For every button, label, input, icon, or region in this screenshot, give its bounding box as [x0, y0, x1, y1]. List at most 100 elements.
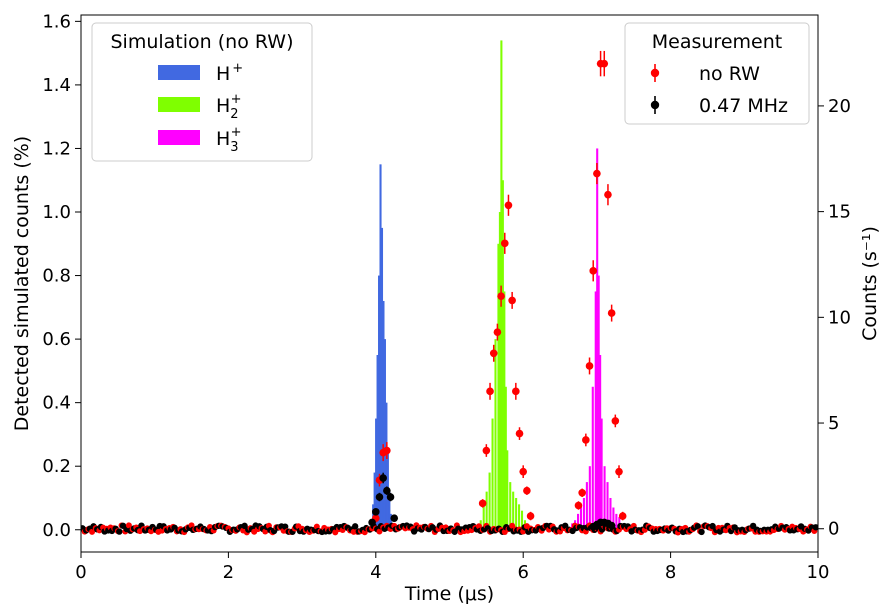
legend-marker-dot	[650, 68, 660, 78]
meas-point-0-22	[589, 267, 598, 275]
baseline-red-point	[376, 528, 383, 535]
meas-point-1-3	[379, 474, 387, 482]
meas-point-0-30	[618, 512, 627, 520]
meas-point-0-9	[497, 292, 505, 300]
meas-point-0-23	[593, 169, 601, 178]
meas-point-0-6	[486, 387, 494, 396]
meas-point-1-2	[375, 493, 384, 501]
baseline-black-point	[116, 528, 123, 535]
y-right-axis: 0 5 10 15 20	[818, 96, 851, 540]
simulation-legend-title: Simulation (no RW)	[111, 31, 294, 53]
sim-bar-0-5	[376, 354, 379, 530]
legend-label-h2-plus: H2+	[216, 92, 241, 122]
sim-bar-2-16	[612, 507, 615, 530]
sim-bar-0-10	[383, 339, 386, 530]
sim-bar-1-7	[498, 212, 501, 530]
sim-bar-1-15	[515, 497, 518, 530]
meas-point-0-26	[604, 190, 612, 199]
y-left-tick-label: 0.4	[42, 393, 71, 414]
sim-bar-2-13	[603, 466, 606, 530]
y-left-tick-label: 0.0	[42, 520, 71, 541]
sim-bar-1-12	[506, 450, 509, 530]
baseline-red-point	[125, 522, 132, 529]
meas-point-0-18	[574, 501, 583, 510]
sim-bar-1-5	[494, 339, 497, 530]
meas-point-1-4	[383, 486, 391, 495]
meas-point-0-17	[526, 512, 535, 520]
meas-point-0-21	[585, 362, 594, 370]
sim-bar-2-5	[585, 482, 588, 530]
y-right-axis-title: Counts (s⁻¹)	[859, 226, 881, 341]
meas-point-0-25	[600, 59, 609, 68]
meas-point-0-20	[582, 436, 590, 444]
meas-point-1-6	[390, 514, 399, 522]
measurement-points	[368, 50, 627, 531]
measurement-legend: Measurement no RW 0.47 MHz	[624, 22, 810, 125]
sim-bar-0-3	[373, 472, 376, 530]
sim-bar-2-9	[596, 148, 599, 530]
y-left-tick-label: 1.4	[42, 75, 71, 96]
meas-point-0-12	[508, 296, 516, 305]
sim-bar-1-9	[501, 180, 504, 530]
meas-point-0-7	[489, 349, 498, 358]
y-right-tick-label: 0	[828, 519, 839, 540]
simulation-legend: Simulation (no RW) H + H2+ H3+	[91, 22, 313, 162]
x-tick-label: 6	[517, 562, 528, 583]
meas-point-1-1	[372, 508, 380, 516]
simulation-bars	[369, 40, 624, 530]
meas-point-0-28	[611, 417, 620, 425]
y-left-axis: 0.0 0.2 0.4 0.6 0.8 1.0 1.2 1.4 1.6	[42, 11, 81, 541]
meas-point-0-29	[615, 467, 623, 476]
meas-point-0-14	[515, 429, 524, 438]
sim-bar-2-14	[606, 482, 609, 530]
y-right-tick-label: 10	[828, 307, 851, 328]
sim-bar-1-2	[485, 491, 488, 530]
sim-bar-0-4	[375, 418, 378, 530]
sim-bar-2-2	[577, 513, 580, 530]
y-right-tick-label: 5	[828, 413, 839, 434]
legend-marker-no-rw	[650, 64, 660, 82]
x-axis-title: Time (μs)	[404, 583, 494, 605]
x-tick-label: 0	[75, 562, 86, 583]
meas-point-0-11	[504, 201, 513, 210]
sim-bar-1-16	[518, 504, 521, 530]
meas-point-0-10	[500, 239, 509, 248]
sim-bar-1-11	[504, 386, 507, 530]
x-tick-label: 2	[223, 562, 234, 583]
y-left-tick-label: 0.8	[42, 266, 71, 287]
meas-point-0-8	[493, 328, 502, 336]
sim-bar-2-3	[579, 504, 583, 530]
sim-bar-1-4	[491, 418, 494, 530]
sim-bar-0-8	[380, 227, 384, 530]
sim-bar-0-7	[379, 164, 382, 530]
y-left-tick-label: 1.2	[42, 138, 71, 159]
baseline-black-point	[812, 524, 818, 531]
x-tick-label: 8	[665, 562, 676, 583]
baseline-black-point	[698, 528, 705, 536]
sim-bar-1-13	[509, 482, 512, 530]
sim-bar-2-12	[600, 418, 603, 530]
baseline-red-point	[89, 528, 96, 535]
legend-swatch-h2-plus	[158, 97, 200, 112]
legend-swatch-h-plus	[158, 65, 200, 80]
baseline-black-point	[281, 523, 289, 530]
sim-bar-0-14	[389, 513, 392, 530]
legend-label-047mhz: 0.47 MHz	[699, 95, 788, 117]
sim-bar-1-1	[482, 504, 485, 530]
legend-marker-047mhz	[650, 96, 660, 114]
measurement-legend-title: Measurement	[652, 31, 782, 53]
sim-bar-2-6	[588, 466, 591, 530]
legend-swatch-h3-plus	[158, 130, 200, 145]
meas-point-0-16	[523, 486, 531, 495]
sim-bar-1-3	[488, 472, 491, 530]
sim-bar-2-10	[597, 275, 600, 530]
y-right-tick-label: 20	[828, 96, 851, 117]
meas-point-0-19	[578, 489, 586, 497]
baseline-black-point	[694, 523, 702, 530]
meas-point-1-0	[368, 518, 376, 527]
baseline-black-point	[351, 523, 359, 530]
sim-bar-1-17	[520, 510, 524, 530]
sim-bar-0-9	[382, 300, 385, 530]
baseline-red-point	[509, 522, 516, 529]
